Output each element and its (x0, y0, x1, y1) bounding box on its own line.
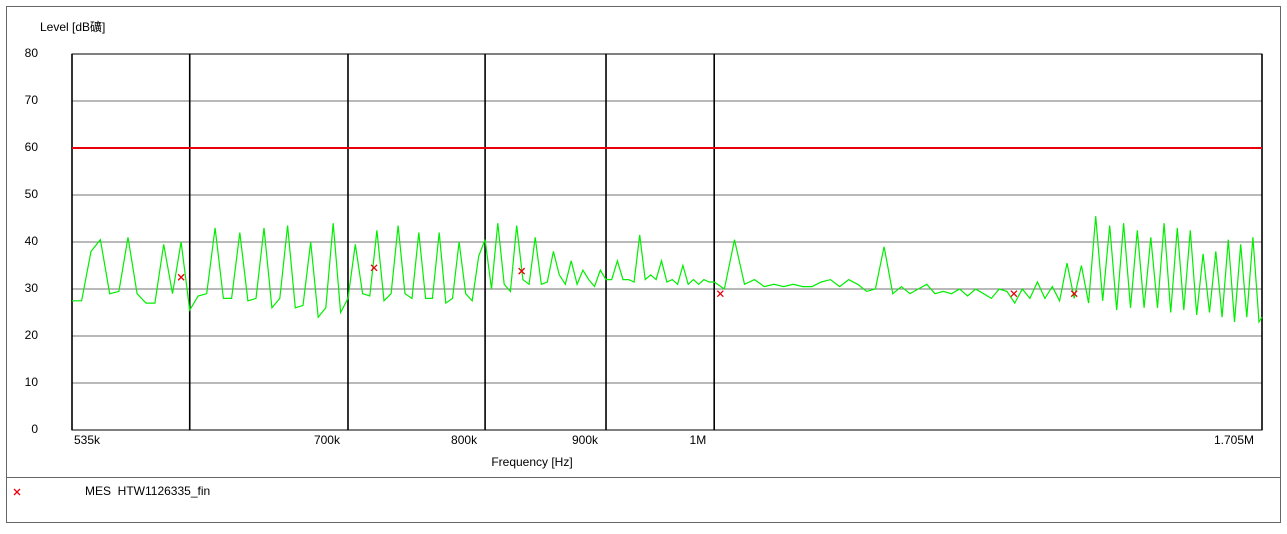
y-tick-label: 0 (31, 422, 38, 436)
y-axis-label: Level [dB礦] (40, 19, 105, 34)
y-tick-label: 30 (25, 281, 39, 295)
x-tick-label: 1.705M (1214, 433, 1254, 447)
x-tick-label: 700k (314, 433, 341, 447)
frame (6, 6, 1281, 523)
plot-area (71, 53, 1263, 431)
data-marker (716, 290, 724, 298)
x-tick-label: 900k (572, 433, 599, 447)
x-axis-label: Frequency [Hz] (491, 455, 572, 469)
legend-label: MES HTW1126335_fin (85, 484, 210, 498)
y-tick-label: 70 (25, 93, 39, 107)
data-marker (518, 267, 526, 275)
data-marker (370, 264, 378, 272)
data-marker (1010, 290, 1018, 298)
x-tick-label: 800k (451, 433, 478, 447)
y-tick-label: 50 (25, 187, 39, 201)
x-tick-label: 1M (690, 433, 707, 447)
data-marker (1070, 290, 1078, 298)
data-line (72, 216, 1263, 324)
y-tick-label: 20 (25, 328, 39, 342)
data-marker (177, 273, 185, 281)
legend-marker (13, 488, 21, 496)
y-tick-label: 60 (25, 140, 39, 154)
x-tick-label: 535k (74, 433, 101, 447)
y-tick-label: 80 (25, 46, 39, 60)
y-tick-label: 40 (25, 234, 39, 248)
y-tick-label: 10 (25, 375, 39, 389)
